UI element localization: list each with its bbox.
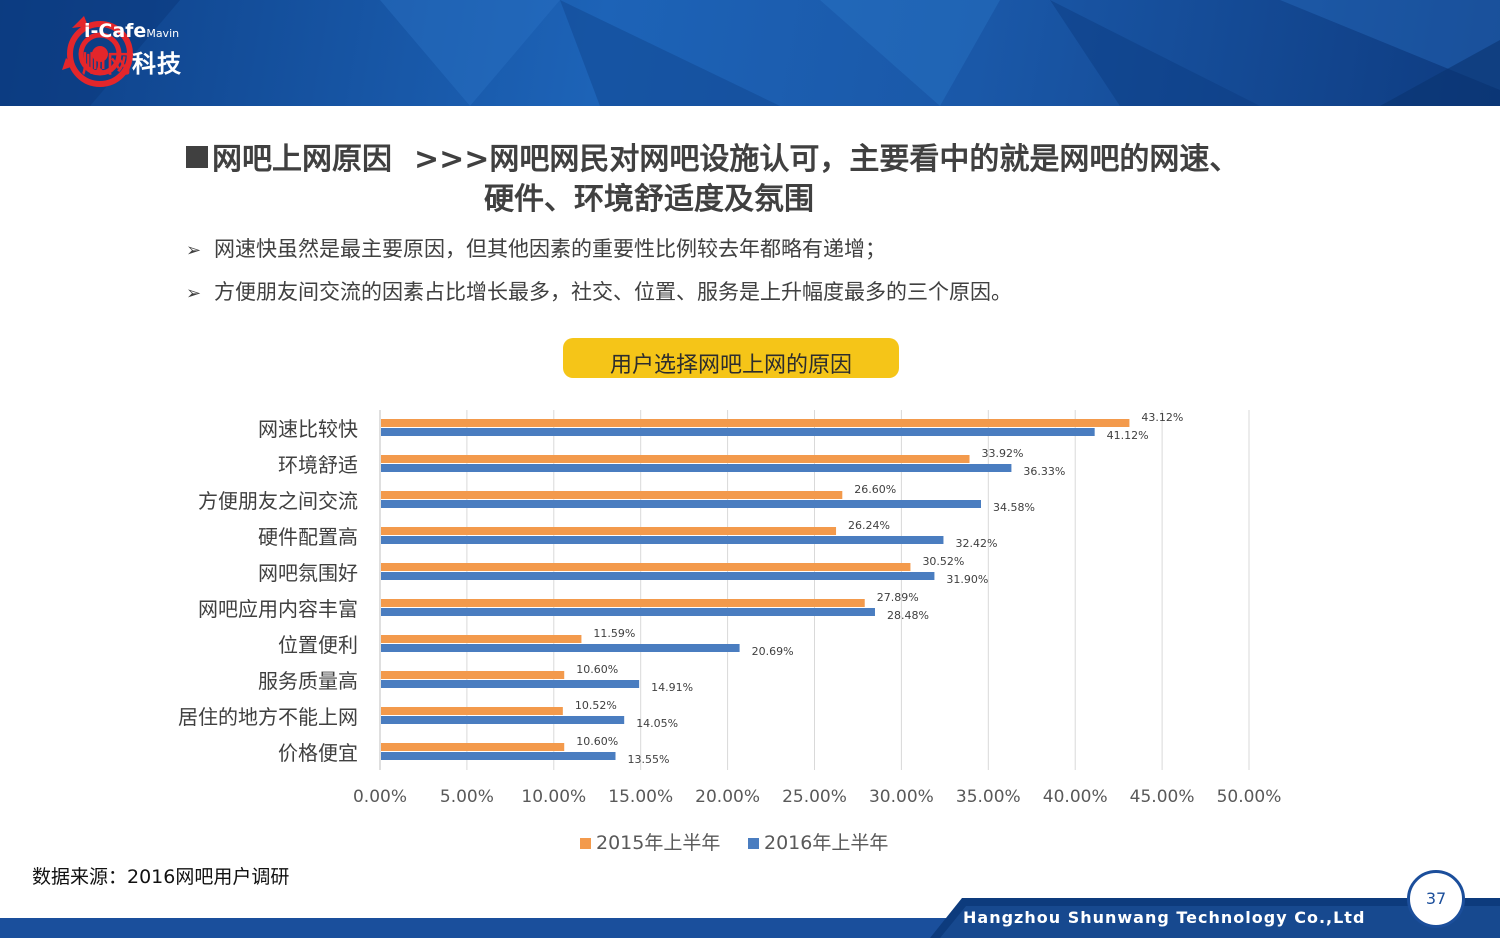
bar-2016 (381, 608, 875, 616)
bullet-text: 网速快虽然是最主要原因，但其他因素的重要性比例较去年都略有递增； (214, 237, 886, 261)
bar-2016 (381, 500, 982, 508)
slide-title: 网吧上网原因 >>>网吧网民对网吧设施认可，主要看中的就是网吧的网速、 硬件、环境… (186, 140, 1386, 220)
bar-2015 (381, 599, 865, 607)
bar-2016 (381, 536, 944, 544)
data-label: 10.60% (576, 663, 618, 676)
legend-swatch (580, 838, 591, 849)
data-label: 14.91% (651, 681, 693, 694)
bar-2016 (381, 464, 1012, 472)
x-tick-label: 20.00% (695, 787, 760, 807)
x-tick-label: 25.00% (782, 787, 847, 807)
x-tick-label: 40.00% (1043, 787, 1108, 807)
bar-2015 (381, 491, 843, 499)
banner-polygons (0, 0, 1500, 106)
logo-english: i-CafeMavin (84, 20, 180, 42)
data-label: 30.52% (922, 555, 964, 568)
arrow-bullet-icon: ➢ (186, 283, 202, 304)
bar-2015 (381, 671, 565, 679)
bar-2015 (381, 455, 970, 463)
x-tick-label: 45.00% (1130, 787, 1195, 807)
data-label: 36.33% (1023, 465, 1065, 478)
x-tick-label: 35.00% (956, 787, 1021, 807)
x-tick-label: 15.00% (608, 787, 673, 807)
bar-2015 (381, 563, 911, 571)
category-label: 位置便利 (278, 633, 358, 657)
data-label: 20.69% (752, 645, 794, 658)
company-name: Hangzhou Shunwang Technology Co.,Ltd (963, 908, 1366, 927)
bar-2016 (381, 680, 640, 688)
data-label: 34.58% (993, 501, 1035, 514)
data-label: 43.12% (1141, 411, 1183, 424)
header-banner: i-CafeMavin 顺网科技 (0, 0, 1500, 106)
bar-2016 (381, 752, 616, 760)
x-tick-label: 10.00% (521, 787, 586, 807)
logo-mark-icon (62, 16, 133, 87)
data-label: 26.24% (848, 519, 890, 532)
bar-2015 (381, 527, 837, 535)
legend-label: 2016年上半年 (764, 832, 888, 854)
data-label: 28.48% (887, 609, 929, 622)
category-label: 居住的地方不能上网 (178, 705, 358, 729)
bar-2016 (381, 716, 625, 724)
category-label: 环境舒适 (278, 453, 358, 477)
x-tick-label: 50.00% (1217, 787, 1282, 807)
bar-2015 (381, 419, 1130, 427)
legend-label: 2015年上半年 (596, 832, 720, 854)
title-topic: 网吧上网原因 (212, 142, 392, 177)
bar-2015 (381, 707, 563, 715)
arrow-bullet-icon: ➢ (186, 240, 202, 261)
data-label: 27.89% (877, 591, 919, 604)
bar-2016 (381, 572, 935, 580)
data-label: 10.52% (575, 699, 617, 712)
category-label: 价格便宜 (278, 741, 358, 765)
data-label: 33.92% (982, 447, 1024, 460)
category-label: 服务质量高 (258, 669, 358, 693)
category-label: 方便朋友之间交流 (198, 489, 358, 513)
bar-2015 (381, 743, 565, 751)
title-statement-line2: 硬件、环境舒适度及氛围 (484, 182, 814, 217)
page-number: 37 (1407, 870, 1465, 928)
bullet-text: 方便朋友间交流的因素占比增长最多，社交、位置、服务是上升幅度最多的三个原因。 (214, 280, 1012, 304)
data-label: 14.05% (636, 717, 678, 730)
bar-2015 (381, 635, 582, 643)
category-label: 硬件配置高 (258, 525, 358, 549)
bullet-item: ➢ 方便朋友间交流的因素占比增长最多，社交、位置、服务是上升幅度最多的三个原因。 (186, 273, 1012, 316)
data-label: 31.90% (946, 573, 988, 586)
bar-2016 (381, 428, 1095, 436)
data-label: 41.12% (1107, 429, 1149, 442)
logo-chinese: 顺网科技 (82, 49, 182, 78)
bar-chart: 0.00% 5.00% 10.00% 15.00% 20.00% 25.00% 30.00%… (178, 410, 1282, 854)
category-label: 网速比较快 (258, 417, 358, 441)
bullet-list: ➢ 网速快虽然是最主要原因，但其他因素的重要性比例较去年都略有递增； ➢ 方便朋友间… (186, 230, 1012, 316)
x-tick-label: 5.00% (440, 787, 494, 807)
title-statement: >>>网吧网民对网吧设施认可，主要看中的就是网吧的网速、 (414, 142, 1240, 177)
data-label: 13.55% (627, 753, 669, 766)
data-label: 10.60% (576, 735, 618, 748)
x-tick-label: 0.00% (353, 787, 407, 807)
legend-swatch (748, 838, 759, 849)
category-label: 网吧氛围好 (258, 561, 358, 585)
bar-2016 (381, 644, 740, 652)
bullet-item: ➢ 网速快虽然是最主要原因，但其他因素的重要性比例较去年都略有递增； (186, 230, 1012, 273)
chart-title-pill: 用户选择网吧上网的原因 (563, 338, 899, 378)
data-label: 32.42% (955, 537, 997, 550)
data-label: 11.59% (593, 627, 635, 640)
title-square-icon (186, 146, 208, 168)
x-tick-label: 30.00% (869, 787, 934, 807)
data-label: 26.60% (854, 483, 896, 496)
footer-band (0, 898, 1500, 938)
category-label: 网吧应用内容丰富 (198, 597, 358, 621)
data-source: 数据来源：2016网吧用户调研 (32, 866, 290, 888)
